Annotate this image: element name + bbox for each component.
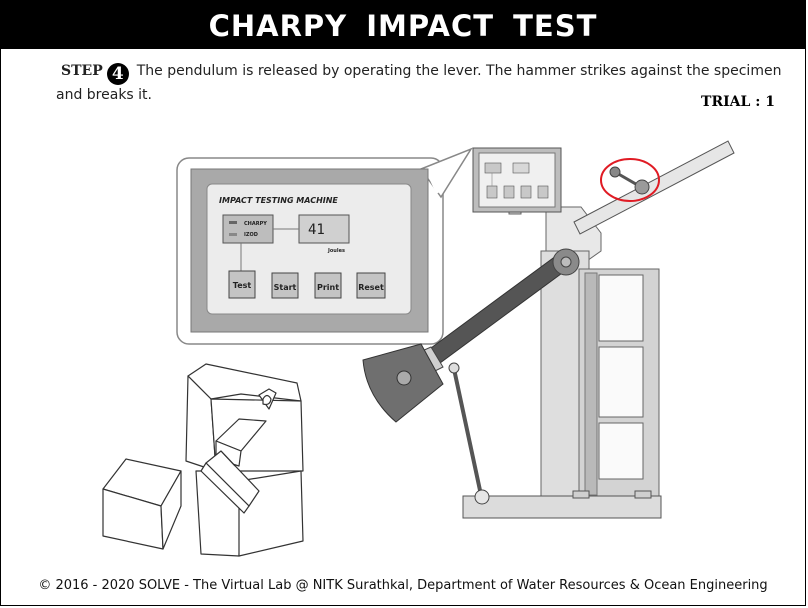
print-button-label: Print — [317, 283, 339, 292]
control-panel-zoomed: IMPACT TESTING MACHINE CHARPY IZOD 41 Jo… — [219, 196, 386, 299]
zoom-callout — [176, 147, 473, 345]
lever-pivot — [634, 179, 650, 195]
energy-reading: 41 — [308, 222, 325, 238]
energy-display — [298, 214, 350, 244]
reset-button-label: Reset — [358, 283, 384, 292]
panel-title: IMPACT TESTING MACHINE — [219, 196, 338, 205]
hammer-bolt — [396, 370, 412, 386]
print-button[interactable]: Print — [314, 272, 342, 299]
start-button-label: Start — [274, 283, 297, 292]
lever-knob[interactable] — [609, 166, 621, 178]
mode-indicator-izod — [229, 233, 237, 236]
pendulum — [362, 248, 580, 423]
step-description: The pendulum is released by operating th… — [56, 63, 782, 103]
step-number-badge: 4 — [106, 63, 129, 85]
footer-credits: © 2016 - 2020 SOLVE - The Virtual Lab @ … — [38, 578, 768, 593]
test-button[interactable]: Test — [228, 270, 256, 299]
mode-izod-label: IZOD — [244, 232, 258, 238]
support-rod — [448, 362, 490, 505]
step-instruction: STEP 4 The pendulum is released by operati… — [56, 61, 796, 105]
control-box[interactable] — [472, 147, 562, 213]
trial-indicator: TRIAL : 1 — [701, 94, 775, 110]
lever-highlight-ring — [600, 158, 660, 202]
specimen-anvil-sketch — [102, 363, 304, 557]
test-button-label: Test — [233, 281, 252, 290]
step-label: STEP — [61, 63, 103, 79]
page-title: CHARPY IMPACT TEST — [1, 1, 805, 49]
mode-charpy-label: CHARPY — [244, 221, 267, 227]
energy-unit: Joules — [327, 248, 345, 254]
start-button[interactable]: Start — [271, 272, 299, 299]
reset-button[interactable]: Reset — [356, 272, 386, 299]
release-lever-arm[interactable] — [573, 140, 735, 235]
mode-selector[interactable] — [222, 214, 274, 244]
mode-indicator-charpy — [229, 221, 237, 224]
